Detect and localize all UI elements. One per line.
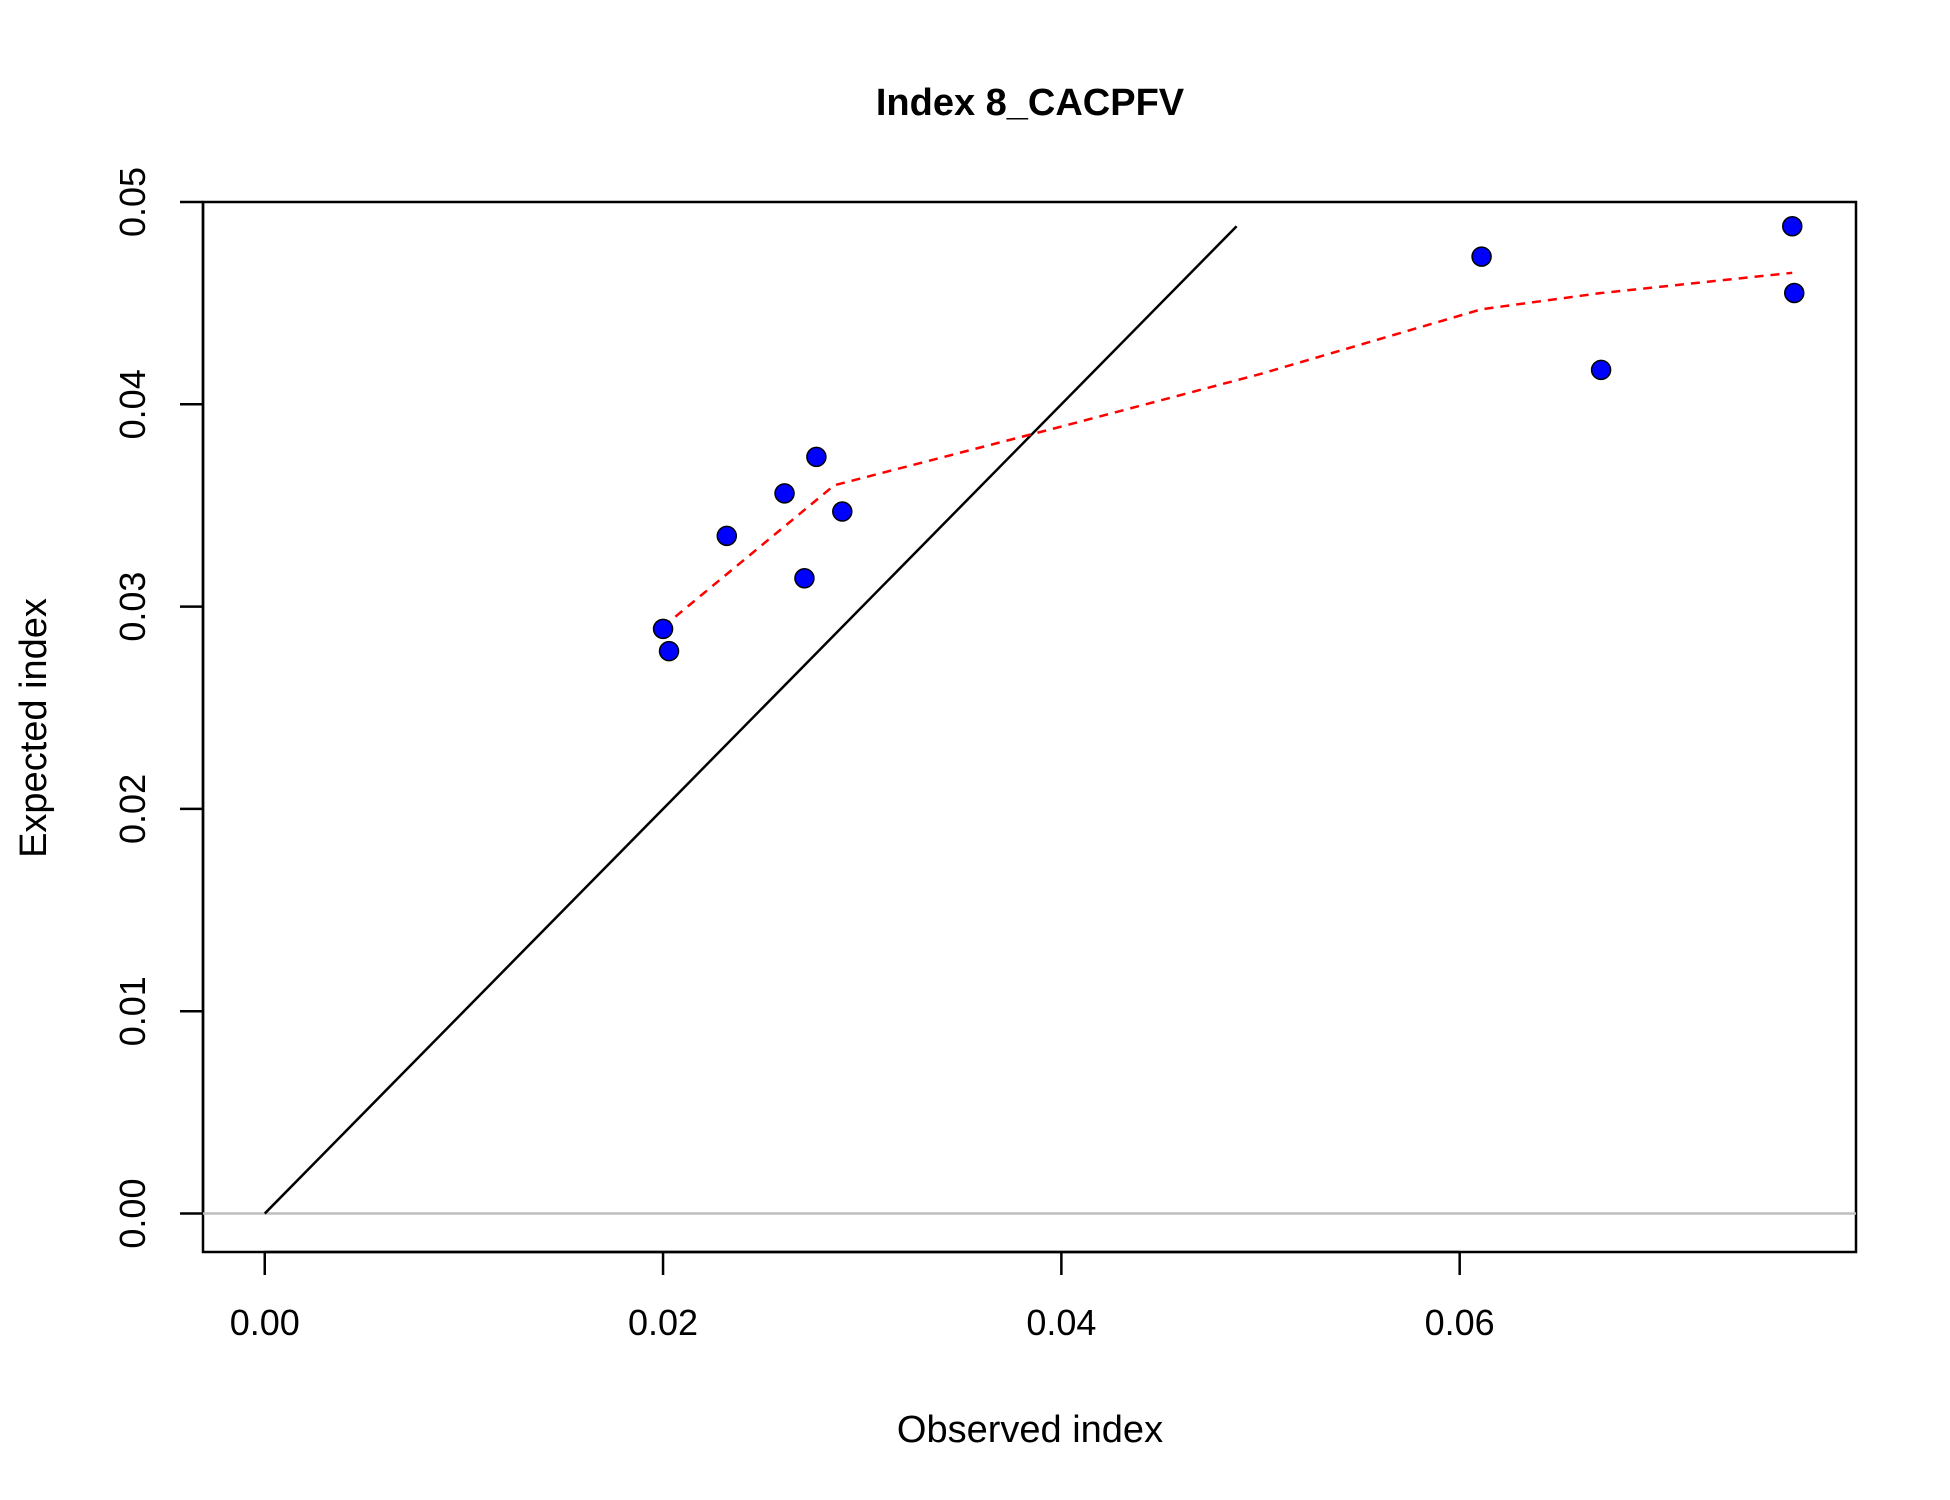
data-point [1590, 359, 1612, 381]
chart-title: Index 8_CACPFV [876, 82, 1185, 124]
x-axis-label: Observed index [897, 1409, 1163, 1451]
points-layer [652, 216, 1805, 662]
plot-area [201, 200, 1858, 1254]
x-tick-label: 0.02 [628, 1302, 698, 1343]
y-tick-label: 0.02 [112, 774, 153, 844]
identity-line [263, 225, 1238, 1215]
y-axis-label: Expected index [13, 598, 55, 858]
data-point [774, 483, 795, 504]
y-tick-label: 0.04 [112, 369, 153, 439]
data-point [716, 525, 738, 547]
data-point [832, 501, 853, 522]
x-tick-label: 0.04 [1026, 1302, 1096, 1343]
data-point [1471, 246, 1492, 267]
data-point [794, 568, 815, 589]
y-tick-label: 0.00 [112, 1179, 153, 1249]
data-point [806, 446, 827, 468]
x-axis: 0.00 0.02 0.04 0.06 [230, 1250, 1495, 1343]
lines-layer [203, 225, 1856, 1215]
data-point [1784, 282, 1805, 304]
data-point [652, 618, 674, 640]
x-tick-label: 0.00 [230, 1302, 300, 1343]
data-point [658, 640, 680, 662]
x-tick-label: 0.06 [1425, 1302, 1495, 1343]
plot-frame [201, 200, 1858, 1254]
smoother-line [662, 271, 1793, 628]
y-axis: 0.00 0.01 0.02 0.03 0.04 0.05 [112, 167, 205, 1249]
data-point [1782, 216, 1803, 237]
y-tick-label: 0.01 [112, 976, 153, 1046]
y-tick-label: 0.05 [112, 167, 153, 237]
y-tick-label: 0.03 [112, 572, 153, 642]
